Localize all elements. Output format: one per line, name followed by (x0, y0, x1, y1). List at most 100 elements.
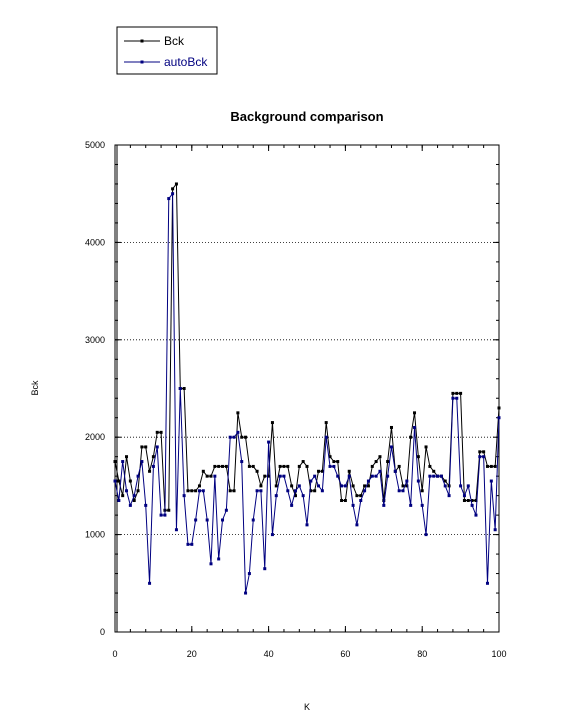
data-point-autobck (489, 479, 493, 483)
data-point-bck (347, 469, 351, 473)
data-point-autobck (293, 489, 297, 493)
data-point-autobck (317, 484, 321, 488)
data-point-bck (432, 469, 436, 473)
data-point-bck (244, 435, 248, 439)
legend-marker-autobck (140, 60, 144, 64)
data-point-bck (478, 450, 482, 454)
data-point-autobck (386, 474, 390, 478)
data-point-bck (374, 460, 378, 464)
data-point-bck (320, 469, 324, 473)
data-point-bck (451, 391, 455, 395)
data-point-autobck (378, 469, 382, 473)
legend-box (116, 26, 218, 75)
x-tick-label: 40 (264, 649, 274, 659)
y-tick-label: 4000 (85, 237, 105, 247)
x-tick-label: 60 (340, 649, 350, 659)
data-point-autobck (409, 503, 413, 507)
data-point-autobck (359, 499, 363, 503)
data-point-autobck (332, 464, 336, 468)
data-point-bck (151, 455, 155, 459)
data-point-bck (363, 484, 367, 488)
data-point-bck (293, 494, 297, 498)
legend: Bck autoBck (116, 26, 218, 75)
data-point-bck (113, 460, 117, 464)
data-point-bck (324, 421, 328, 425)
data-point-autobck (159, 513, 163, 517)
data-point-autobck (478, 455, 482, 459)
data-point-bck (213, 464, 217, 468)
data-point-autobck (224, 508, 228, 512)
data-point-autobck (144, 503, 148, 507)
data-point-bck (278, 464, 282, 468)
data-point-bck (397, 464, 401, 468)
data-point-autobck (301, 494, 305, 498)
data-point-bck (282, 464, 286, 468)
data-point-bck (328, 455, 332, 459)
data-point-bck (274, 484, 278, 488)
y-tick-label: 5000 (85, 140, 105, 150)
data-point-autobck (286, 489, 290, 493)
data-point-bck (424, 445, 428, 449)
x-tick-labels: 0 20 40 60 80 100 (112, 649, 506, 659)
data-point-autobck (466, 484, 470, 488)
data-point-bck (174, 182, 178, 186)
data-point-autobck (297, 484, 301, 488)
data-point-bck (167, 508, 171, 512)
data-point-bck (251, 464, 255, 468)
data-point-bck (389, 425, 393, 429)
x-tick-label: 80 (417, 649, 427, 659)
data-point-autobck (232, 435, 236, 439)
data-point-bck (489, 464, 493, 468)
data-point-autobck (236, 430, 240, 434)
data-point-bck (466, 499, 470, 503)
data-point-bck (286, 464, 290, 468)
data-point-bck (416, 455, 420, 459)
data-point-bck (270, 421, 274, 425)
data-point-bck (159, 430, 163, 434)
data-point-autobck (382, 503, 386, 507)
data-point-autobck (217, 557, 221, 561)
data-point-bck (413, 411, 417, 415)
data-point-bck (136, 489, 140, 493)
data-point-bck (194, 489, 198, 493)
data-point-autobck (324, 435, 328, 439)
data-point-autobck (462, 494, 466, 498)
legend-label-bck: Bck (164, 34, 185, 48)
data-point-autobck (274, 494, 278, 498)
data-point-bck (125, 455, 129, 459)
data-point-autobck (201, 489, 205, 493)
data-point-bck (305, 464, 309, 468)
data-point-bck (121, 494, 125, 498)
data-point-autobck (182, 494, 186, 498)
data-point-bck (182, 387, 186, 390)
data-point-autobck (474, 513, 478, 517)
data-point-autobck (443, 484, 447, 488)
data-point-bck (336, 460, 340, 464)
data-point-autobck (290, 503, 294, 507)
data-point-autobck (278, 474, 282, 478)
legend-marker-bck (140, 39, 144, 43)
data-point-bck (301, 460, 305, 464)
data-point-autobck (197, 489, 201, 493)
data-point-autobck (148, 581, 152, 585)
data-point-bck (359, 494, 363, 498)
data-point-bck (459, 391, 463, 395)
data-point-autobck (363, 489, 367, 493)
data-point-autobck (447, 494, 451, 498)
data-point-autobck (163, 513, 167, 517)
data-point-autobck (370, 474, 374, 478)
data-point-autobck (485, 581, 489, 585)
data-point-bck (128, 479, 132, 483)
data-point-autobck (213, 474, 217, 478)
data-point-bck (428, 464, 432, 468)
data-point-bck (497, 406, 501, 410)
data-point-autobck (401, 489, 405, 493)
data-point-autobck (455, 396, 459, 400)
data-point-bck (205, 474, 209, 478)
data-point-bck (405, 484, 409, 488)
data-point-autobck (259, 489, 263, 493)
data-point-autobck (432, 474, 436, 478)
data-point-autobck (125, 489, 129, 493)
data-point-bck (386, 460, 390, 464)
